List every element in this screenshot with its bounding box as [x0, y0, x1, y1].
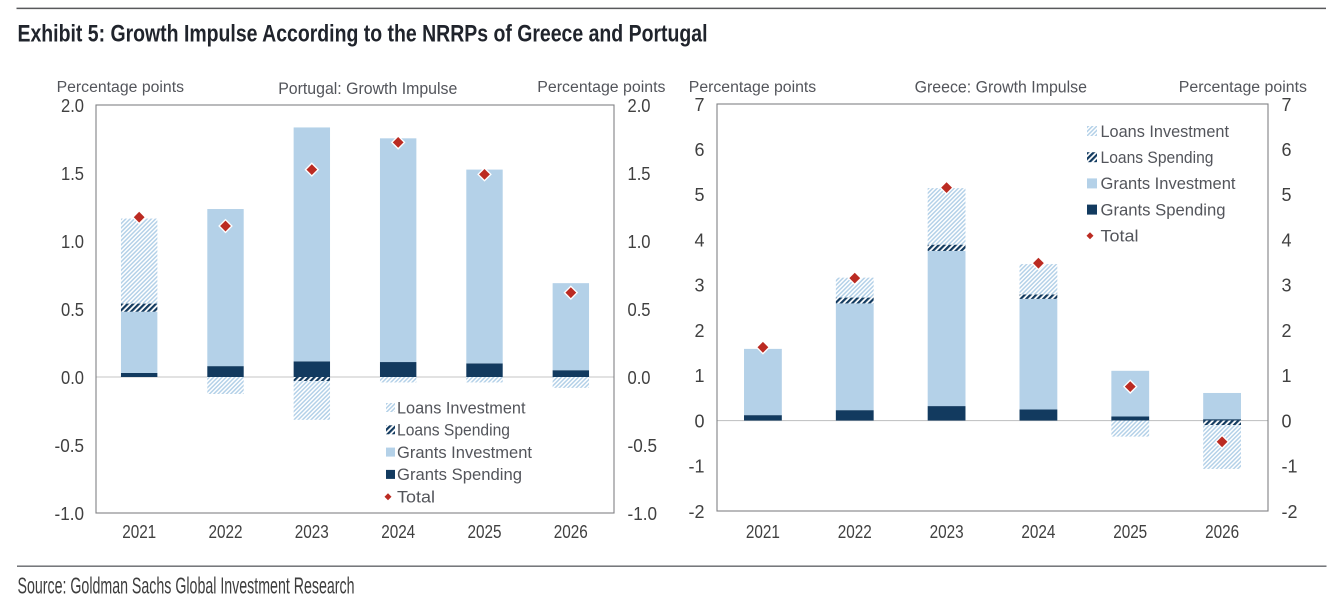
svg-text:Loans Investment: Loans Investment — [1101, 123, 1230, 141]
svg-text:0.0: 0.0 — [61, 368, 84, 388]
svg-text:3: 3 — [695, 276, 705, 296]
svg-text:Total: Total — [397, 489, 435, 507]
svg-text:6: 6 — [1282, 140, 1292, 160]
svg-text:Grants Spending: Grants Spending — [397, 466, 522, 484]
svg-text:-1.0: -1.0 — [628, 504, 658, 524]
svg-text:Grants Spending: Grants Spending — [1101, 201, 1226, 219]
svg-text:2.0: 2.0 — [61, 96, 84, 116]
svg-text:2026: 2026 — [554, 522, 588, 542]
svg-text:2024: 2024 — [381, 522, 415, 542]
svg-text:2: 2 — [695, 321, 705, 341]
svg-text:3: 3 — [1282, 276, 1292, 296]
svg-text:Greece: Growth Impulse: Greece: Growth Impulse — [915, 79, 1087, 97]
svg-text:4: 4 — [695, 231, 705, 251]
svg-text:2023: 2023 — [295, 522, 329, 542]
svg-text:2022: 2022 — [209, 522, 243, 542]
svg-text:1.0: 1.0 — [628, 232, 651, 252]
svg-text:-1: -1 — [1282, 457, 1298, 477]
svg-text:2.0: 2.0 — [628, 96, 651, 116]
svg-text:2023: 2023 — [930, 522, 964, 542]
svg-text:0.0: 0.0 — [628, 368, 651, 388]
svg-text:Percentage points: Percentage points — [57, 79, 185, 96]
svg-text:2022: 2022 — [838, 522, 872, 542]
svg-text:Percentage points: Percentage points — [537, 79, 665, 96]
svg-text:0.5: 0.5 — [628, 300, 651, 320]
svg-text:0: 0 — [1282, 411, 1292, 431]
svg-text:Loans Investment: Loans Investment — [397, 399, 526, 417]
svg-text:6: 6 — [695, 140, 705, 160]
svg-text:5: 5 — [695, 185, 705, 205]
svg-text:1: 1 — [1282, 366, 1292, 386]
svg-text:Loans Spending: Loans Spending — [1101, 149, 1214, 167]
svg-text:Loans Spending: Loans Spending — [397, 422, 510, 440]
svg-text:Source: Goldman Sachs Global I: Source: Goldman Sachs Global Investment … — [18, 573, 355, 599]
svg-text:2024: 2024 — [1021, 522, 1055, 542]
svg-text:7: 7 — [695, 95, 705, 115]
svg-text:Percentage points: Percentage points — [1179, 79, 1307, 96]
svg-text:Percentage points: Percentage points — [689, 79, 817, 96]
svg-text:Exhibit 5: Growth Impulse Acco: Exhibit 5: Growth Impulse According to t… — [18, 21, 708, 48]
svg-text:4: 4 — [1282, 231, 1292, 251]
svg-text:-1: -1 — [689, 457, 705, 477]
svg-text:Grants Investment: Grants Investment — [397, 444, 532, 462]
svg-text:1: 1 — [695, 366, 705, 386]
svg-text:2021: 2021 — [746, 522, 780, 542]
svg-text:0.5: 0.5 — [61, 300, 84, 320]
svg-text:2: 2 — [1282, 321, 1292, 341]
svg-text:-1.0: -1.0 — [55, 504, 85, 524]
svg-text:1.5: 1.5 — [628, 164, 651, 184]
svg-text:2026: 2026 — [1205, 522, 1239, 542]
svg-text:Grants Investment: Grants Investment — [1101, 175, 1236, 193]
svg-text:2025: 2025 — [468, 522, 502, 542]
svg-text:Total: Total — [1101, 228, 1139, 246]
svg-text:-0.5: -0.5 — [628, 436, 658, 456]
svg-text:-0.5: -0.5 — [55, 436, 85, 456]
svg-text:-2: -2 — [1282, 502, 1298, 522]
svg-text:5: 5 — [1282, 185, 1292, 205]
svg-text:7: 7 — [1282, 95, 1292, 115]
svg-text:Portugal: Growth Impulse: Portugal: Growth Impulse — [278, 80, 457, 98]
svg-text:0: 0 — [695, 411, 705, 431]
svg-text:2021: 2021 — [122, 522, 156, 542]
svg-text:1.5: 1.5 — [61, 164, 84, 184]
svg-text:2025: 2025 — [1113, 522, 1147, 542]
svg-text:-2: -2 — [689, 502, 705, 522]
svg-text:1.0: 1.0 — [61, 232, 84, 252]
